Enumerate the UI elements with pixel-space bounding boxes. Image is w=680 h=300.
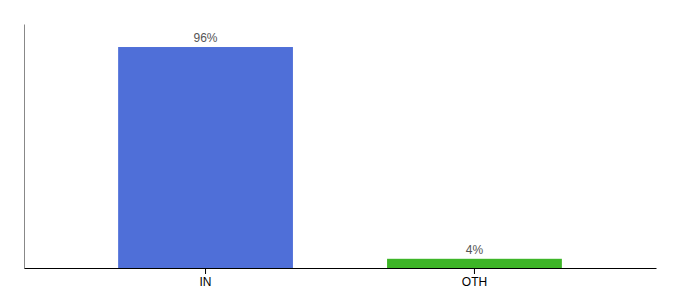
y-axis-line — [24, 25, 25, 269]
x-axis-line — [25, 268, 657, 269]
chart-svg: IN OTH 96% 4% — [0, 0, 680, 300]
x-tick-mark — [474, 268, 475, 274]
data-label: 96% — [194, 31, 218, 45]
bar — [118, 47, 293, 268]
x-axis: IN OTH — [25, 268, 657, 289]
x-tick: OTH — [462, 268, 487, 289]
x-tick-label: IN — [200, 275, 212, 289]
bars — [118, 47, 562, 268]
x-tick-mark — [205, 268, 206, 274]
y-axis — [24, 25, 25, 269]
bar — [387, 259, 562, 268]
data-label: 4% — [466, 243, 484, 257]
x-tick: IN — [200, 268, 212, 289]
plot-area: IN OTH 96% 4% — [25, 25, 657, 289]
chart-container: IN OTH 96% 4% — [0, 0, 680, 300]
x-tick-label: OTH — [462, 275, 487, 289]
data-labels: 96% 4% — [194, 31, 484, 257]
